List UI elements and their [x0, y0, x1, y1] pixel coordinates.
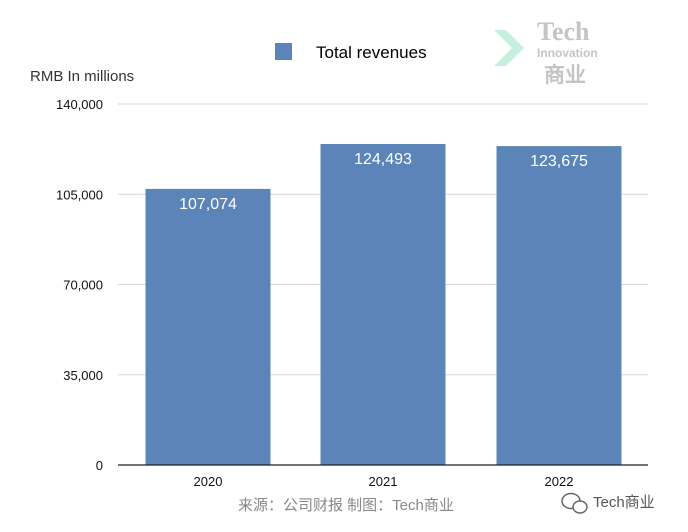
y-tick-label: 140,000	[56, 97, 103, 112]
y-tick-labels: 0 35,000 70,000 105,000 140,000	[56, 97, 103, 473]
wechat-account: Tech商业	[561, 492, 655, 514]
bar-2022	[496, 146, 622, 465]
watermark-line2: Innovation	[537, 46, 598, 60]
logo-chevron-icon	[494, 30, 524, 66]
x-tick-label: 2021	[369, 474, 398, 489]
y-tick-label: 35,000	[63, 368, 103, 383]
data-label: 107,074	[179, 196, 237, 213]
watermark-line1: Tech	[537, 17, 590, 46]
data-labels: 107,074 124,493 123,675	[179, 151, 588, 213]
wechat-account-name: Tech商业	[593, 494, 655, 511]
data-label: 124,493	[354, 151, 412, 168]
x-tick-label: 2020	[194, 474, 223, 489]
tech-innovation-logo: Tech Innovation 商业	[494, 17, 598, 87]
x-tick-label: 2022	[545, 474, 574, 489]
legend-swatch	[275, 43, 292, 60]
source-note: 来源：公司财报 制图：Tech商业	[238, 497, 454, 514]
y-tick-label: 70,000	[63, 278, 103, 293]
y-axis-label: RMB In millions	[30, 68, 134, 85]
y-tick-label: 105,000	[56, 187, 103, 202]
x-tick-labels: 2020 2021 2022	[194, 474, 574, 489]
bar-2020	[145, 188, 271, 465]
legend: Total revenues	[275, 43, 427, 62]
legend-label: Total revenues	[316, 43, 427, 62]
data-label: 123,675	[530, 153, 588, 170]
bar-2021	[320, 143, 446, 465]
wechat-icon	[561, 492, 588, 514]
watermark-line3: 商业	[544, 63, 586, 87]
bars	[145, 143, 622, 465]
y-tick-label: 0	[96, 458, 103, 473]
